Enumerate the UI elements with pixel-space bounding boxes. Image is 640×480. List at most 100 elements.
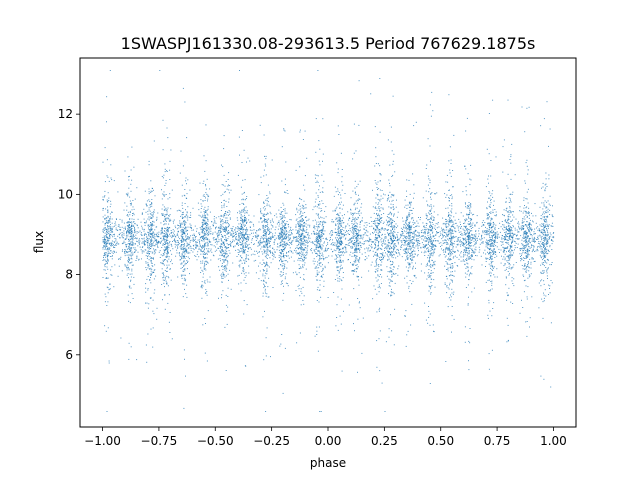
data-point — [169, 332, 171, 333]
data-point — [227, 179, 229, 180]
data-point — [303, 230, 305, 231]
data-point — [169, 227, 171, 229]
data-point — [297, 248, 299, 249]
data-point — [442, 228, 444, 230]
data-point — [269, 242, 270, 244]
data-point — [198, 232, 200, 234]
data-point — [377, 234, 379, 236]
data-point — [149, 210, 151, 212]
data-point — [216, 241, 218, 243]
data-point — [530, 246, 532, 248]
data-point — [271, 251, 273, 253]
data-point — [268, 250, 270, 252]
data-point — [166, 256, 168, 258]
data-point — [205, 236, 207, 238]
data-point — [281, 222, 283, 224]
data-point — [299, 234, 301, 236]
data-point — [144, 249, 146, 251]
data-point — [473, 213, 475, 215]
data-point — [464, 232, 466, 234]
data-point — [177, 240, 179, 242]
data-point — [180, 210, 182, 212]
data-point — [296, 236, 298, 238]
data-point — [109, 227, 111, 229]
data-point — [445, 241, 447, 243]
data-point — [246, 246, 248, 248]
data-point — [210, 248, 212, 250]
data-point — [373, 241, 375, 243]
data-point — [240, 218, 242, 220]
data-point — [223, 191, 225, 193]
data-point — [265, 282, 267, 284]
data-point — [190, 224, 192, 226]
data-point — [229, 243, 231, 245]
data-point — [127, 243, 129, 245]
data-point — [517, 238, 519, 240]
data-point — [281, 227, 283, 229]
data-point — [223, 148, 225, 150]
data-point — [240, 226, 242, 228]
data-point — [266, 264, 268, 266]
data-point — [306, 228, 308, 230]
data-point — [537, 245, 539, 247]
data-point — [182, 248, 184, 250]
data-point — [162, 149, 164, 151]
data-point — [154, 289, 156, 291]
data-point — [234, 235, 235, 237]
data-point — [298, 228, 300, 230]
data-point — [371, 261, 373, 263]
data-point — [440, 233, 442, 235]
data-point — [248, 214, 250, 216]
data-point — [400, 234, 402, 236]
data-point — [413, 237, 415, 239]
data-point — [236, 243, 237, 245]
data-point — [105, 260, 107, 262]
data-point — [489, 232, 491, 234]
data-point — [165, 194, 167, 195]
data-point — [437, 222, 439, 223]
data-point — [269, 237, 271, 239]
data-point — [503, 249, 505, 251]
data-point — [401, 230, 403, 232]
data-point — [202, 246, 204, 248]
data-point — [190, 226, 192, 228]
data-point — [180, 231, 182, 233]
data-point — [131, 202, 132, 204]
data-point — [264, 255, 266, 257]
data-point — [263, 234, 265, 236]
data-point — [162, 238, 164, 240]
data-point — [107, 211, 109, 213]
data-point — [107, 206, 108, 208]
data-point — [225, 181, 227, 182]
data-point — [244, 179, 246, 181]
data-point — [153, 211, 155, 213]
data-point — [243, 199, 245, 201]
data-point — [185, 209, 186, 211]
data-point — [301, 221, 303, 223]
data-point — [243, 300, 245, 302]
data-point — [502, 251, 504, 253]
data-point — [107, 258, 108, 260]
data-point — [152, 271, 154, 273]
data-point — [161, 208, 163, 210]
data-point — [360, 234, 362, 236]
data-point — [147, 213, 149, 215]
data-point — [246, 238, 248, 240]
data-point — [290, 256, 292, 258]
data-point — [175, 241, 177, 243]
data-point — [494, 241, 496, 243]
data-point — [536, 227, 537, 229]
data-point — [184, 189, 186, 190]
data-point — [151, 233, 153, 235]
data-point — [127, 229, 129, 231]
data-point — [263, 201, 265, 203]
data-point — [437, 240, 439, 242]
data-point — [285, 245, 287, 247]
data-point — [237, 243, 239, 245]
data-point — [300, 252, 302, 254]
data-point — [489, 259, 490, 260]
data-point — [303, 274, 305, 276]
data-point — [299, 236, 301, 238]
data-point — [464, 250, 466, 252]
data-point — [535, 250, 537, 252]
